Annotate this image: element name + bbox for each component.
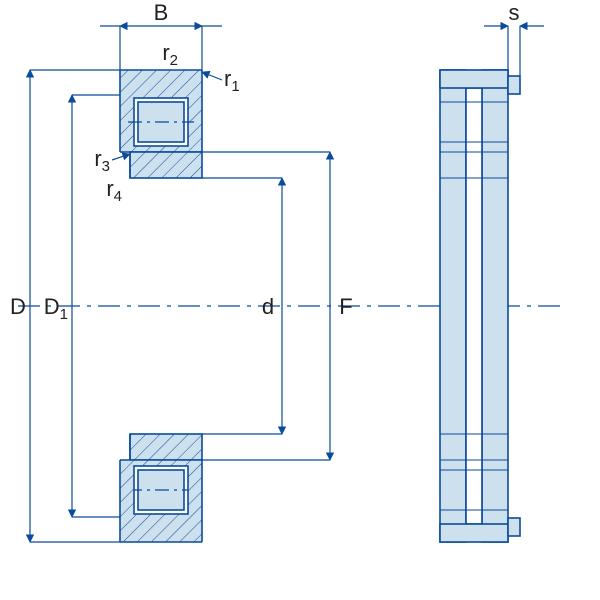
snap-ring-top <box>508 76 520 94</box>
rect <box>440 524 508 542</box>
bearing-diagram: D D1 d F Bs r2 r1 r3r4 <box>0 0 600 600</box>
side-outer-right <box>482 70 508 542</box>
label-r1: r1 <box>224 66 240 95</box>
label-B: B <box>154 0 169 25</box>
label-r3: r3 <box>94 146 110 175</box>
label-d: d <box>262 294 274 319</box>
label-D: D <box>10 294 26 319</box>
label-s: s <box>509 0 520 25</box>
side-gap <box>466 88 482 524</box>
label-F: F <box>339 294 352 319</box>
snap-ring-bottom <box>508 518 520 536</box>
rect <box>130 434 202 460</box>
label-D1: D1 <box>44 294 68 323</box>
rect <box>440 70 508 88</box>
rect <box>130 152 202 178</box>
label-r2: r2 <box>162 40 178 69</box>
label-r4: r4 <box>106 176 122 205</box>
side-outer-left <box>440 70 466 542</box>
